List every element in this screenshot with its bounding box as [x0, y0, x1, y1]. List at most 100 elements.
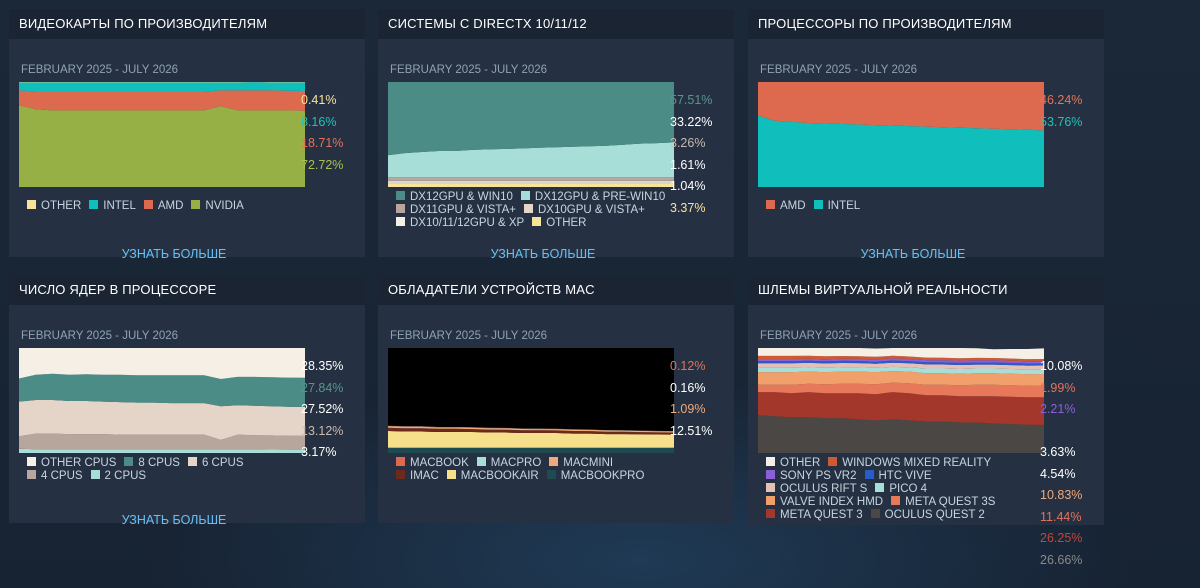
- date-range: FEBRUARY 2025 - JULY 2026: [760, 330, 918, 342]
- panel-directx: СИСТЕМЫ С DIRECTX 10/11/12 FEBRUARY 2025 …: [378, 9, 734, 261]
- learn-more-link[interactable]: УЗНАТЬ БОЛЬШЕ: [121, 513, 227, 527]
- percent-label: 46.24%: [1040, 93, 1083, 107]
- legend-label: MACBOOKPRO: [560, 470, 645, 482]
- series-intel: [19, 82, 305, 92]
- legend-item: MACBOOKAIR: [446, 470, 539, 482]
- percent-label: 53.76%: [1040, 114, 1083, 129]
- legend-swatch: [396, 217, 405, 226]
- series-meta-quest-3s: [758, 382, 1044, 398]
- legend-swatch: [27, 200, 36, 209]
- legend-row: OTHER CPUS 8 CPUS 6 CPUS: [27, 457, 252, 470]
- legend-item: MACPRO: [476, 457, 542, 469]
- legend-item: PICO 4: [875, 483, 927, 495]
- legend-label: IMAC: [410, 470, 439, 482]
- series-windows-mixed-reality: [758, 355, 1044, 362]
- legend-item: OTHER: [766, 457, 820, 469]
- series-4-cpus: [19, 433, 305, 450]
- percent-label: 1.99%: [1040, 380, 1076, 395]
- series-other: [758, 348, 1044, 360]
- legend-label: 4 CPUS: [41, 470, 83, 482]
- percent-label: 3.17%: [301, 445, 337, 459]
- legend-label: OTHER: [546, 217, 587, 229]
- percent-label: 13.12%: [301, 423, 344, 438]
- panel-cpu-cores: ЧИСЛО ЯДЕР В ПРОЦЕССОРЕ FEBRUARY 2025 - J…: [9, 275, 365, 527]
- panel-title: ЧИСЛО ЯДЕР В ПРОЦЕССОРЕ: [9, 275, 365, 305]
- legend-swatch: [143, 200, 153, 209]
- panel-gpu: ВИДЕОКАРТЫ ПО ПРОИЗВОДИТЕЛЯМ FEBRUARY 202…: [9, 9, 365, 261]
- legend-label: DX10GPU & VISTA+: [538, 204, 645, 216]
- percent-label: 2.21%: [1040, 402, 1076, 416]
- legend-swatch: [766, 483, 775, 492]
- series-dx10-11-12gpu-xp: [388, 182, 674, 184]
- learn-more-link[interactable]: УЗНАТЬ БОЛЬШЕ: [860, 247, 966, 261]
- legend-item: AMD: [766, 200, 806, 212]
- panel-title: ОБЛАДАТЕЛИ УСТРОЙСТВ MAC: [378, 275, 734, 305]
- series-macbook: [388, 425, 674, 432]
- panel-title: СИСТЕМЫ С DIRECTX 10/11/12: [378, 9, 734, 39]
- legend-swatch: [828, 457, 838, 466]
- date-range: FEBRUARY 2025 - JULY 2026: [21, 330, 179, 342]
- date-range: FEBRUARY 2025 - JULY 2026: [390, 64, 548, 76]
- legend-row: VALVE INDEX HMD META QUEST 3S: [766, 496, 1003, 509]
- percent-label: 3.63%: [1040, 445, 1076, 459]
- date-range: FEBRUARY 2025 - JULY 2026: [390, 330, 548, 342]
- series-intel: [758, 115, 1044, 187]
- percent-label: 0.12%: [670, 359, 706, 373]
- series-imac: [388, 427, 674, 435]
- legend-swatch: [766, 457, 775, 466]
- series-amd: [19, 90, 305, 111]
- legend-row: DX10/11/12GPU & XP OTHER: [396, 217, 673, 230]
- legend-row: AMD INTEL: [766, 200, 868, 213]
- percent-label: 11.44%: [1040, 509, 1082, 524]
- legend-item: AMD: [143, 200, 183, 212]
- legend-swatch: [446, 470, 456, 479]
- percent-label: 26.66%: [1040, 552, 1083, 567]
- legend: OTHER WINDOWS MIXED REALITY SONY PS VR2 HTC…: [766, 457, 1003, 522]
- percent-label: 1.04%: [670, 179, 706, 193]
- legend-swatch: [191, 200, 201, 209]
- legend-item: OTHER CPUS: [27, 457, 116, 469]
- legend-row: IMAC MACBOOKAIR MACBOOKPRO: [396, 470, 652, 483]
- legend-swatch: [187, 457, 197, 466]
- legend-item: DX12GPU & WIN10: [396, 191, 513, 203]
- legend-swatch: [396, 470, 405, 479]
- legend-swatch: [875, 483, 885, 492]
- series-oculus-rift-s: [758, 362, 1044, 370]
- series-meta-quest-3: [758, 392, 1044, 425]
- legend-swatch: [27, 470, 36, 479]
- legend-label: WINDOWS MIXED REALITY: [842, 457, 992, 469]
- series-8-cpus: [19, 373, 305, 407]
- legend-swatch: [89, 200, 99, 209]
- legend-item: 8 CPUS: [124, 457, 180, 469]
- legend-label: OTHER: [780, 457, 821, 469]
- legend-item: OCULUS QUEST 2: [870, 509, 985, 521]
- legend: DX12GPU & WIN10 DX12GPU & PRE-WIN10 DX11GP…: [396, 191, 673, 230]
- panel-title: ШЛЕМЫ ВИРТУАЛЬНОЙ РЕАЛЬНОСТИ: [748, 275, 1104, 305]
- legend-label: 2 CPUS: [104, 470, 147, 482]
- legend-label: OCULUS RIFT S: [780, 483, 868, 495]
- legend-item: DX12GPU & PRE-WIN10: [520, 191, 665, 203]
- percent-label: 26.25%: [1040, 531, 1083, 545]
- percent-label: 0.41%: [301, 93, 337, 107]
- legend-item: META QUEST 3S: [891, 496, 995, 508]
- legend-item: OTHER: [27, 200, 81, 212]
- legend-label: MACPRO: [490, 457, 542, 469]
- legend-label: DX11GPU & VISTA+: [410, 204, 516, 216]
- percent-label: 10.83%: [1040, 488, 1083, 502]
- legend-label: META QUEST 3S: [905, 496, 996, 508]
- legend-item: DX10/11/12GPU & XP: [396, 217, 524, 229]
- legend-item: NVIDIA: [191, 200, 244, 212]
- panel-vr: ШЛЕМЫ ВИРТУАЛЬНОЙ РЕАЛЬНОСТИ FEBRUARY 202…: [748, 275, 1104, 567]
- learn-more-link[interactable]: УЗНАТЬ БОЛЬШЕ: [490, 247, 596, 261]
- learn-more-link[interactable]: УЗНАТЬ БОЛЬШЕ: [121, 247, 227, 261]
- legend-label: DX10/11/12GPU & XP: [410, 217, 525, 229]
- legend-item: 4 CPUS: [27, 470, 83, 482]
- series-pico-4: [758, 366, 1044, 375]
- legend-item: DX11GPU & VISTA+: [396, 204, 516, 216]
- legend-item: WINDOWS MIXED REALITY: [828, 457, 991, 469]
- legend-swatch: [27, 457, 36, 466]
- percent-label: 33.22%: [670, 114, 713, 129]
- series-dx11gpu-vista-: [388, 177, 674, 181]
- legend-swatch: [396, 457, 405, 466]
- area-chart: [758, 348, 1044, 453]
